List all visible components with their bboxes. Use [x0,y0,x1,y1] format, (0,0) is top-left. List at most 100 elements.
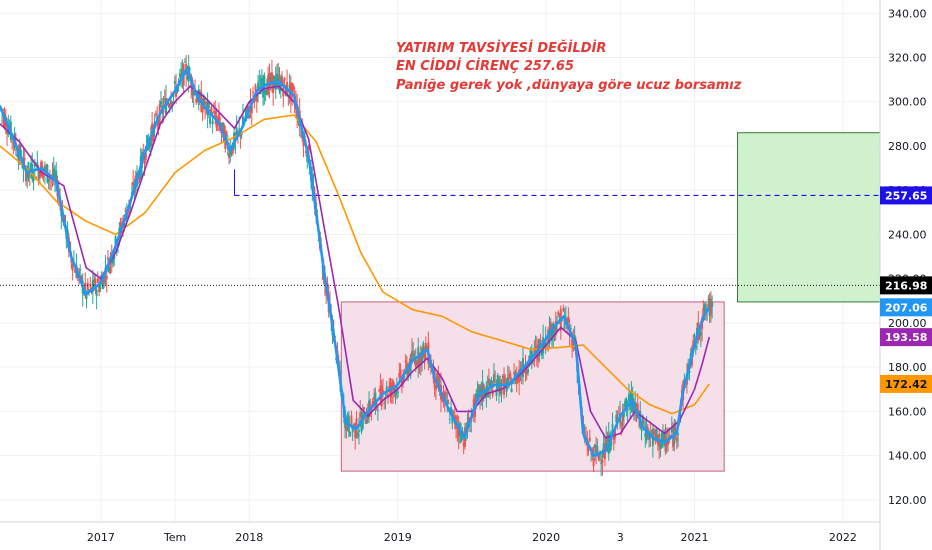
candle-body [205,102,208,105]
candle-body [124,209,127,212]
candle-body [255,93,258,102]
candle-body [216,117,219,121]
candle-body [138,173,141,180]
candle-body [489,380,492,388]
candle-body [217,113,220,126]
candle-body [385,386,388,394]
x-tick-label: 2018 [235,531,263,544]
candle-body [365,419,368,424]
candle-body [246,105,249,111]
candle-body [252,91,255,93]
candle-body [47,178,50,182]
candle-body [254,85,257,92]
candle-body [614,428,617,439]
candle-body [209,116,212,124]
candle-body [270,72,273,85]
candle-body [374,392,377,406]
candle-body [159,101,162,105]
candle-body [447,402,450,404]
candle-body [457,427,460,437]
candle-body [43,165,46,173]
candle-body [277,75,280,77]
candle-body [561,320,564,322]
candle-body [412,353,415,356]
candle-body [149,135,152,148]
candle-body [653,430,656,435]
candle-body [302,135,305,147]
candle-body [154,113,157,116]
candle-body [624,400,627,408]
candle-body [610,437,613,446]
candle-body [703,304,706,311]
candle-body [445,394,448,396]
candle-body [199,92,202,98]
candle-body [143,161,146,165]
candle-body [499,381,502,394]
candle-body [181,68,184,80]
candle-body [51,174,54,178]
candle-body [370,407,373,412]
candle-body [392,380,395,391]
candle-body [419,352,422,365]
candle-body [352,424,355,426]
candle-body [170,100,173,106]
candle-body [407,369,410,377]
candle-body [229,148,232,156]
candle-body [167,103,170,107]
candle-body [667,438,670,446]
candle-body [206,100,209,116]
candle-body [23,158,26,160]
candle-body [615,415,618,423]
candle-body [350,415,353,426]
candle-body [500,389,503,395]
candle-body [616,417,619,420]
candle-body [390,389,393,391]
candle-body [284,85,287,96]
candle-body [611,424,614,428]
candle-body [53,175,56,181]
candle-body [257,82,260,91]
candle-body [543,341,546,347]
candle-body [306,154,309,162]
candle-body [562,308,565,311]
y-tick-label: 300.00 [888,96,927,109]
candle-body [345,420,348,431]
candle-body [32,178,35,182]
candle-body [550,331,553,341]
candle-body [114,236,117,246]
candle-body [537,344,540,361]
candle-body [556,328,559,330]
candle-body [275,73,278,86]
candle-body [645,426,648,441]
candle-body [557,312,560,315]
candle-body [357,429,360,432]
candle-body [495,388,498,396]
candle-body [601,459,604,464]
candle-body [55,170,58,181]
candle-body [688,370,691,373]
candle-body [494,381,497,383]
candle-body [52,168,55,180]
candle-body [567,316,570,323]
candle-body [508,374,511,377]
y-tick-label: 320.00 [888,52,927,65]
candle-body [363,406,366,410]
candle-body [596,445,599,455]
candle-body [544,339,547,346]
x-tick-label: 3 [617,531,624,544]
candle-body [446,400,449,406]
candle-body [196,99,199,103]
candle-body [265,87,268,95]
candle-body [436,373,439,388]
candle-body [693,334,696,338]
candle-body [510,388,513,392]
candle-body [477,385,480,394]
price-badge-label: 257.65 [885,189,927,202]
candle-body [176,86,179,93]
candle-body [603,447,606,459]
candle-body [207,102,210,108]
candle-body [414,357,417,368]
candle-body [418,354,421,366]
